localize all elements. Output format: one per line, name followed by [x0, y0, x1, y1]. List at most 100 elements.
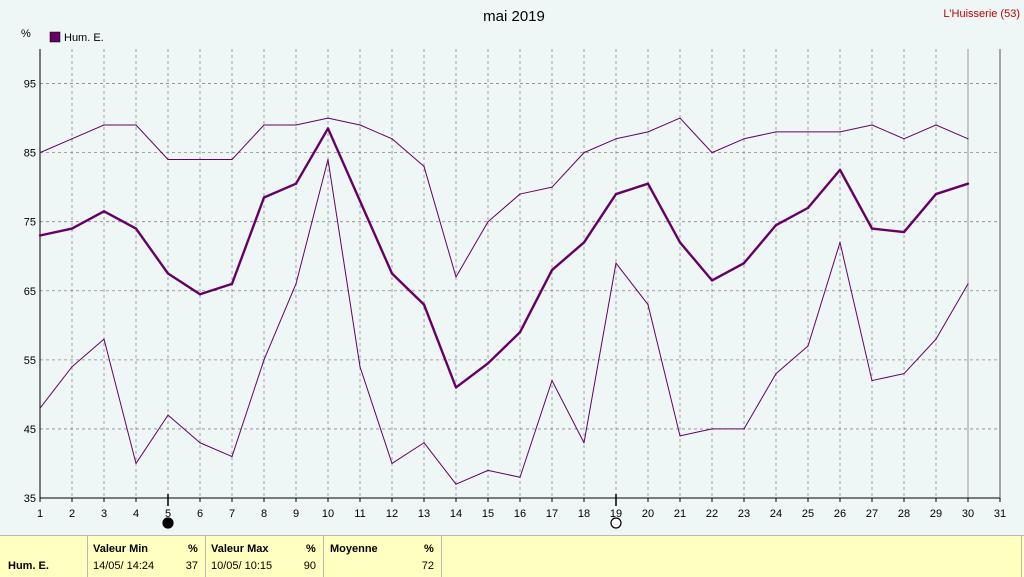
data-point-average — [614, 192, 618, 196]
x-tick-label: 7 — [229, 508, 235, 520]
x-tick-label: 4 — [133, 508, 139, 520]
data-point-min — [935, 338, 937, 340]
x-tick-label: 6 — [197, 508, 203, 520]
data-point-average — [102, 210, 106, 213]
data-point-max — [903, 138, 905, 140]
new-moon-icon — [162, 517, 174, 529]
legend-swatch — [49, 31, 61, 43]
x-tick-label: 9 — [293, 508, 299, 520]
x-tick-label: 5 — [165, 508, 171, 520]
y-tick-label: 85 — [24, 148, 36, 160]
data-point-max — [967, 138, 969, 140]
data-point-max — [679, 117, 681, 119]
data-point-max — [583, 152, 585, 154]
x-tick-label: 27 — [866, 508, 878, 520]
data-point-max — [455, 276, 457, 278]
data-point-average — [838, 168, 842, 172]
x-tick-label: 29 — [930, 508, 942, 520]
data-point-min — [647, 303, 649, 306]
station-label: L'Huisserie (53) — [943, 8, 1020, 20]
data-point-min — [711, 428, 713, 430]
data-point-min — [551, 379, 553, 382]
x-tick-label: 30 — [962, 508, 974, 520]
data-point-average — [358, 199, 362, 203]
data-point-min — [39, 407, 41, 409]
data-point-max — [423, 165, 425, 168]
stats-panel: Hum. E. Valeur Min % 14/05/ 14:24 37 Val… — [0, 535, 1024, 577]
data-point-average — [934, 192, 938, 196]
x-tick-label: 12 — [386, 508, 398, 520]
data-point-max — [647, 131, 649, 133]
data-point-max — [519, 193, 521, 195]
data-point-average — [742, 261, 746, 265]
data-point-max — [135, 124, 137, 126]
x-tick-label: 1 — [37, 508, 43, 520]
x-tick-label: 20 — [642, 508, 654, 520]
stats-row-label: Hum. E. — [8, 560, 49, 572]
moon-markers — [162, 494, 622, 529]
data-point-max — [167, 158, 169, 161]
x-tick-label: 15 — [482, 508, 494, 520]
data-point-min — [487, 469, 489, 471]
series-line-max — [39, 117, 969, 278]
x-tick-label: 2 — [69, 508, 75, 520]
x-tick-label: 22 — [706, 508, 718, 520]
y-tick-label: 45 — [24, 424, 36, 436]
data-point-max — [263, 124, 265, 126]
data-point-max — [807, 131, 809, 133]
data-point-average — [390, 272, 394, 275]
data-point-max — [295, 124, 297, 126]
stats-mean-unit: % — [424, 543, 434, 555]
data-point-average — [134, 227, 138, 230]
data-point-average — [966, 182, 970, 185]
y-tick-label: 75 — [24, 217, 36, 229]
y-unit-label: % — [21, 28, 31, 40]
data-point-average — [166, 272, 170, 275]
stats-max-cell: Valeur Max % 10/05/ 10:15 90 — [206, 536, 324, 577]
data-point-min — [391, 462, 393, 465]
data-point-max — [615, 138, 617, 140]
data-point-average — [774, 223, 778, 227]
data-point-max — [391, 138, 393, 140]
stats-empty-cell — [442, 536, 1022, 577]
data-point-average — [902, 230, 906, 234]
x-tick-label: 3 — [101, 508, 107, 520]
stats-min-date: 14/05/ 14:24 — [93, 560, 155, 572]
stats-min-header: Valeur Min — [93, 543, 149, 555]
data-point-max — [71, 138, 73, 140]
x-tick-label: 11 — [354, 508, 365, 520]
x-tick-label: 31 — [994, 508, 1006, 520]
data-point-max — [871, 124, 873, 126]
data-point-average — [262, 196, 266, 199]
data-point-average — [38, 234, 42, 237]
data-point-min — [71, 366, 73, 368]
data-point-min — [871, 379, 873, 382]
data-point-min — [263, 359, 265, 361]
data-point-max — [39, 152, 41, 154]
data-point-average — [198, 293, 202, 296]
data-point-average — [646, 182, 650, 185]
data-point-min — [775, 373, 777, 375]
y-tick-label: 65 — [24, 286, 36, 298]
data-point-average — [230, 282, 234, 286]
data-point-max — [839, 131, 841, 133]
stats-max-header: Valeur Max — [211, 543, 269, 555]
x-tick-label: 24 — [770, 508, 782, 520]
data-point-average — [454, 386, 458, 389]
x-tick-label: 25 — [802, 508, 814, 520]
data-point-average — [326, 127, 330, 130]
data-point-min — [903, 373, 905, 375]
data-point-average — [486, 362, 490, 365]
x-tick-label: 10 — [322, 508, 334, 520]
x-tick-label: 18 — [578, 508, 590, 520]
x-tick-label: 23 — [738, 508, 750, 520]
data-point-average — [582, 241, 586, 244]
data-point-min — [359, 366, 361, 368]
x-tick-label: 21 — [674, 508, 686, 520]
data-point-average — [294, 182, 298, 185]
legend-label: Hum. E. — [64, 32, 104, 44]
data-point-min — [743, 428, 745, 430]
data-point-average — [518, 331, 522, 334]
data-point-average — [870, 227, 874, 230]
